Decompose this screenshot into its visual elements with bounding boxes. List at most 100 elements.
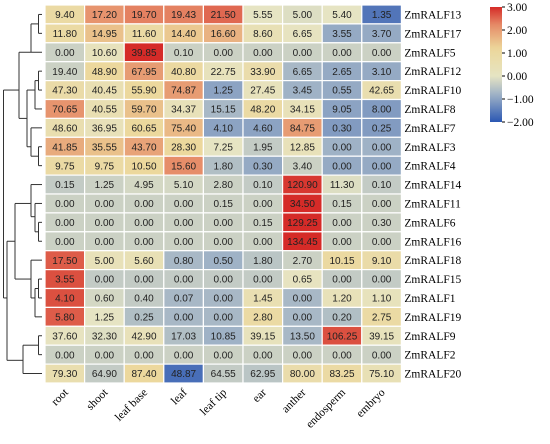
cell-value-label: 1.25	[213, 86, 233, 97]
cell-value-label: 0.00	[372, 161, 392, 172]
row-label: ZmRALF16	[404, 236, 461, 248]
cell-value-label: 0.00	[332, 350, 352, 361]
cell-value-label: 0.00	[293, 294, 313, 305]
cell-value-label: 0.00	[332, 275, 352, 286]
cell-value-label: 64.90	[92, 369, 117, 380]
cell-value-label: 1.80	[213, 161, 233, 172]
cell-value-label: 3.40	[293, 161, 313, 172]
cell-value-label: 0.00	[55, 199, 75, 210]
cell-value-label: 12.85	[290, 142, 315, 153]
row-label: ZmRALF15	[404, 274, 461, 286]
cell-value-label: 0.15	[332, 199, 352, 210]
cell-value-label: 13.50	[290, 331, 315, 342]
cell-value-label: 0.00	[253, 199, 273, 210]
legend-colorbar	[490, 7, 502, 122]
cell-value-label: 5.00	[95, 256, 115, 267]
row-label: ZmRALF8	[404, 104, 455, 116]
cell-value-label: 0.00	[372, 48, 392, 59]
legend-tick-label: −2.00	[507, 117, 534, 129]
cell-value-label: 0.00	[253, 48, 273, 59]
cell-value-label: 0.15	[213, 199, 233, 210]
cell-value-label: 9.75	[55, 161, 75, 172]
cell-value-label: 28.30	[171, 142, 196, 153]
cell-value-label: 2.70	[293, 256, 313, 267]
cell-value-label: 0.10	[372, 180, 392, 191]
cell-value-label: 1.10	[372, 294, 392, 305]
cell-value-label: 4.95	[134, 180, 154, 191]
cell-value-label: 5.40	[332, 10, 352, 21]
cell-value-label: 0.30	[332, 123, 352, 134]
cell-value-label: 15.15	[211, 105, 236, 116]
cell-value-label: 3.55	[55, 275, 75, 286]
cell-value-label: 32.30	[92, 331, 117, 342]
cell-value-label: 0.50	[213, 256, 233, 267]
row-label: ZmRALF3	[404, 142, 455, 154]
row-label: ZmRALF17	[404, 28, 461, 40]
cell-value-label: 1.80	[253, 256, 273, 267]
cell-value-label: 10.60	[92, 48, 117, 59]
cell-value-label: 0.00	[55, 218, 75, 229]
cell-value-label: 15.60	[171, 161, 196, 172]
cell-value-label: 3.45	[293, 86, 313, 97]
cell-value-label: 17.03	[171, 331, 196, 342]
legend-tick-label: −1.00	[507, 94, 534, 106]
cell-value-label: 87.40	[131, 369, 156, 380]
cell-value-label: 27.45	[250, 86, 275, 97]
cell-value-label: 0.00	[372, 237, 392, 248]
cell-value-label: 0.15	[253, 218, 273, 229]
cell-value-label: 8.00	[372, 105, 392, 116]
cell-value-label: 0.00	[213, 350, 233, 361]
cell-value-label: 39.85	[131, 48, 156, 59]
cell-value-label: 0.00	[253, 237, 273, 248]
cell-value-label: 3.70	[372, 29, 392, 40]
cell-value-label: 0.00	[253, 275, 273, 286]
cell-value-label: 134.45	[287, 237, 318, 248]
cell-value-label: 48.60	[52, 123, 77, 134]
column-label: leaf base	[113, 387, 150, 424]
cell-value-label: 1.45	[253, 294, 273, 305]
cell-value-label: 19.70	[131, 10, 156, 21]
cell-value-label: 16.60	[211, 29, 236, 40]
cell-value-label: 34.37	[171, 105, 196, 116]
cell-value-label: 40.80	[171, 67, 196, 78]
cell-value-label: 34.15	[290, 105, 315, 116]
cell-value-label: 0.00	[134, 237, 154, 248]
cell-value-label: 0.00	[95, 350, 115, 361]
cell-value-label: 0.00	[55, 48, 75, 59]
cell-value-label: 39.15	[250, 331, 275, 342]
cell-value-label: 48.20	[250, 105, 275, 116]
cell-value-label: 60.65	[131, 123, 156, 134]
column-label: root	[49, 386, 71, 408]
cell-value-label: 42.65	[369, 86, 394, 97]
cell-value-label: 3.10	[372, 67, 392, 78]
cell-value-label: 10.85	[211, 331, 236, 342]
column-label: anther	[280, 387, 309, 416]
cell-value-label: 0.00	[253, 350, 273, 361]
cell-value-label: 9.40	[55, 10, 75, 21]
cell-value-label: 1.95	[253, 142, 273, 153]
column-label: leaf tip	[198, 386, 229, 417]
cell-value-label: 11.30	[330, 180, 355, 191]
cell-value-label: 3.55	[332, 29, 352, 40]
row-labels: ZmRALF13 ZmRALF17 ZmRALF5 ZmRALF12 ZmRALF10 Z…	[404, 9, 461, 380]
cell-value-label: 0.55	[332, 86, 352, 97]
cell-value-label: 0.00	[372, 142, 392, 153]
cell-value-label: 0.00	[372, 350, 392, 361]
cell-value-label: 0.00	[134, 218, 154, 229]
cell-value-label: 6.65	[293, 29, 313, 40]
cell-value-label: 0.00	[332, 142, 352, 153]
row-label: ZmRALF18	[404, 255, 461, 267]
cell-value-label: 0.00	[134, 350, 154, 361]
cell-value-label: 4.10	[55, 294, 75, 305]
cell-value-label: 0.00	[174, 350, 194, 361]
cell-value-label: 0.10	[253, 180, 273, 191]
legend-tick-label: 0.00	[507, 71, 527, 83]
cell-value-label: 1.25	[95, 180, 115, 191]
cell-value-label: 0.00	[332, 218, 352, 229]
cell-value-label: 1.20	[332, 294, 352, 305]
cell-value-label: 2.80	[253, 312, 273, 323]
cell-value-label: 14.40	[171, 29, 196, 40]
cell-value-label: 0.00	[55, 350, 75, 361]
column-label: leaf	[169, 387, 190, 408]
